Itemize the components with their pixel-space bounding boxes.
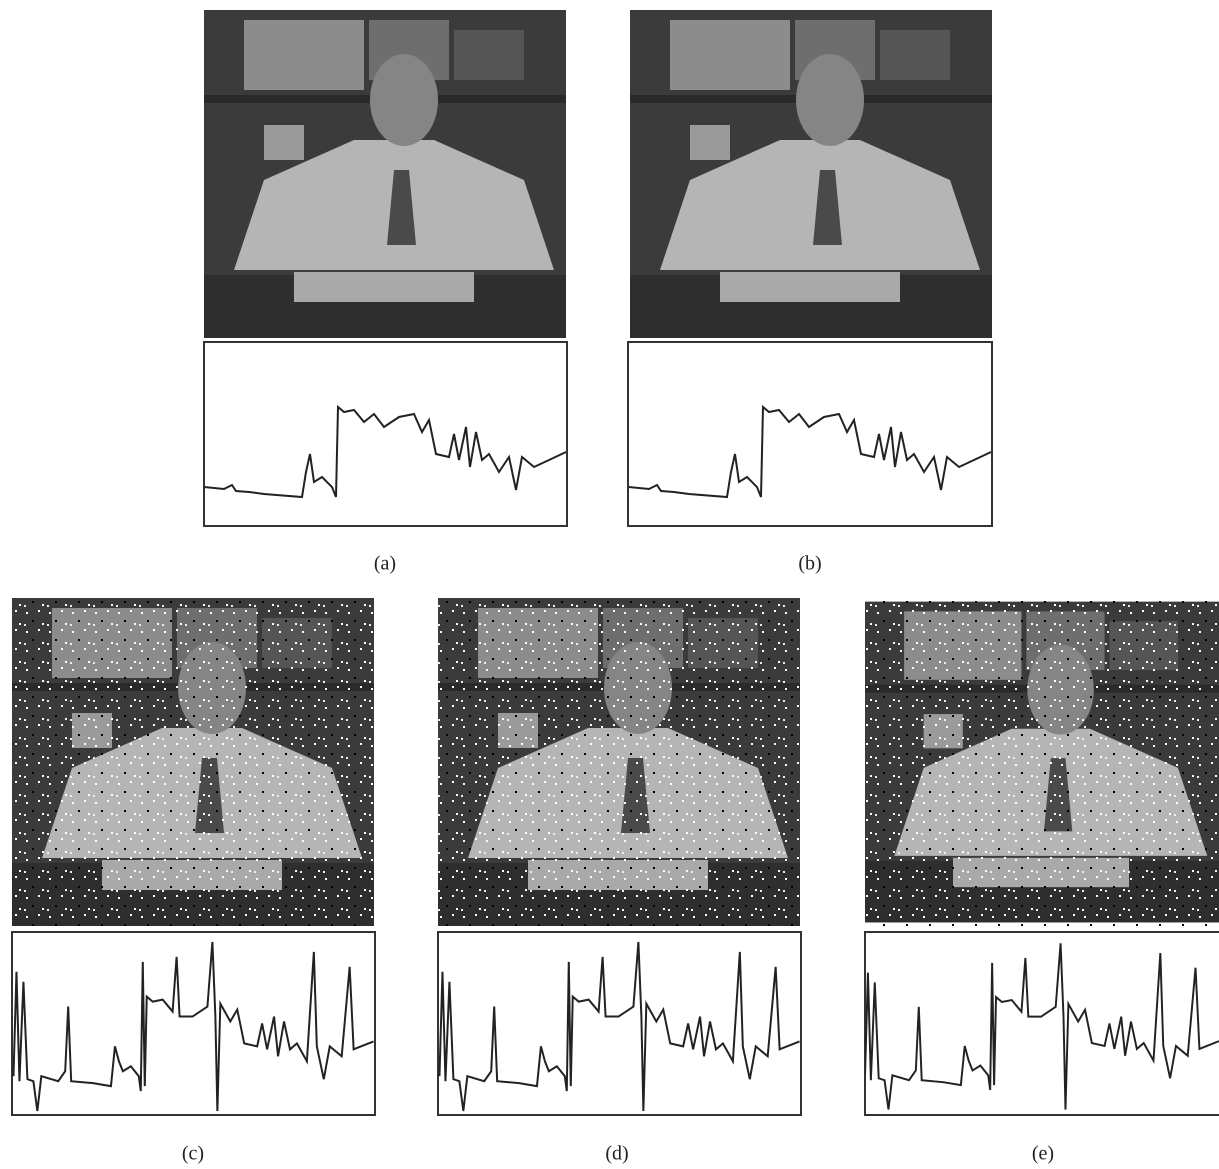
panel-label: (c) bbox=[182, 1143, 204, 1165]
panel-label: (d) bbox=[605, 1143, 628, 1165]
panel-label: (e) bbox=[1032, 1143, 1054, 1165]
panel-label: (a) bbox=[374, 553, 396, 575]
profile-frame bbox=[628, 342, 992, 526]
profile-frame bbox=[204, 342, 567, 526]
noise bbox=[438, 598, 800, 926]
photo bbox=[630, 10, 992, 338]
figure: (a) (b) (c) (d) (e) bbox=[0, 0, 1219, 1169]
noise bbox=[12, 598, 374, 926]
panel-label: (b) bbox=[798, 553, 821, 575]
noise bbox=[865, 598, 1219, 926]
photo bbox=[204, 10, 566, 338]
